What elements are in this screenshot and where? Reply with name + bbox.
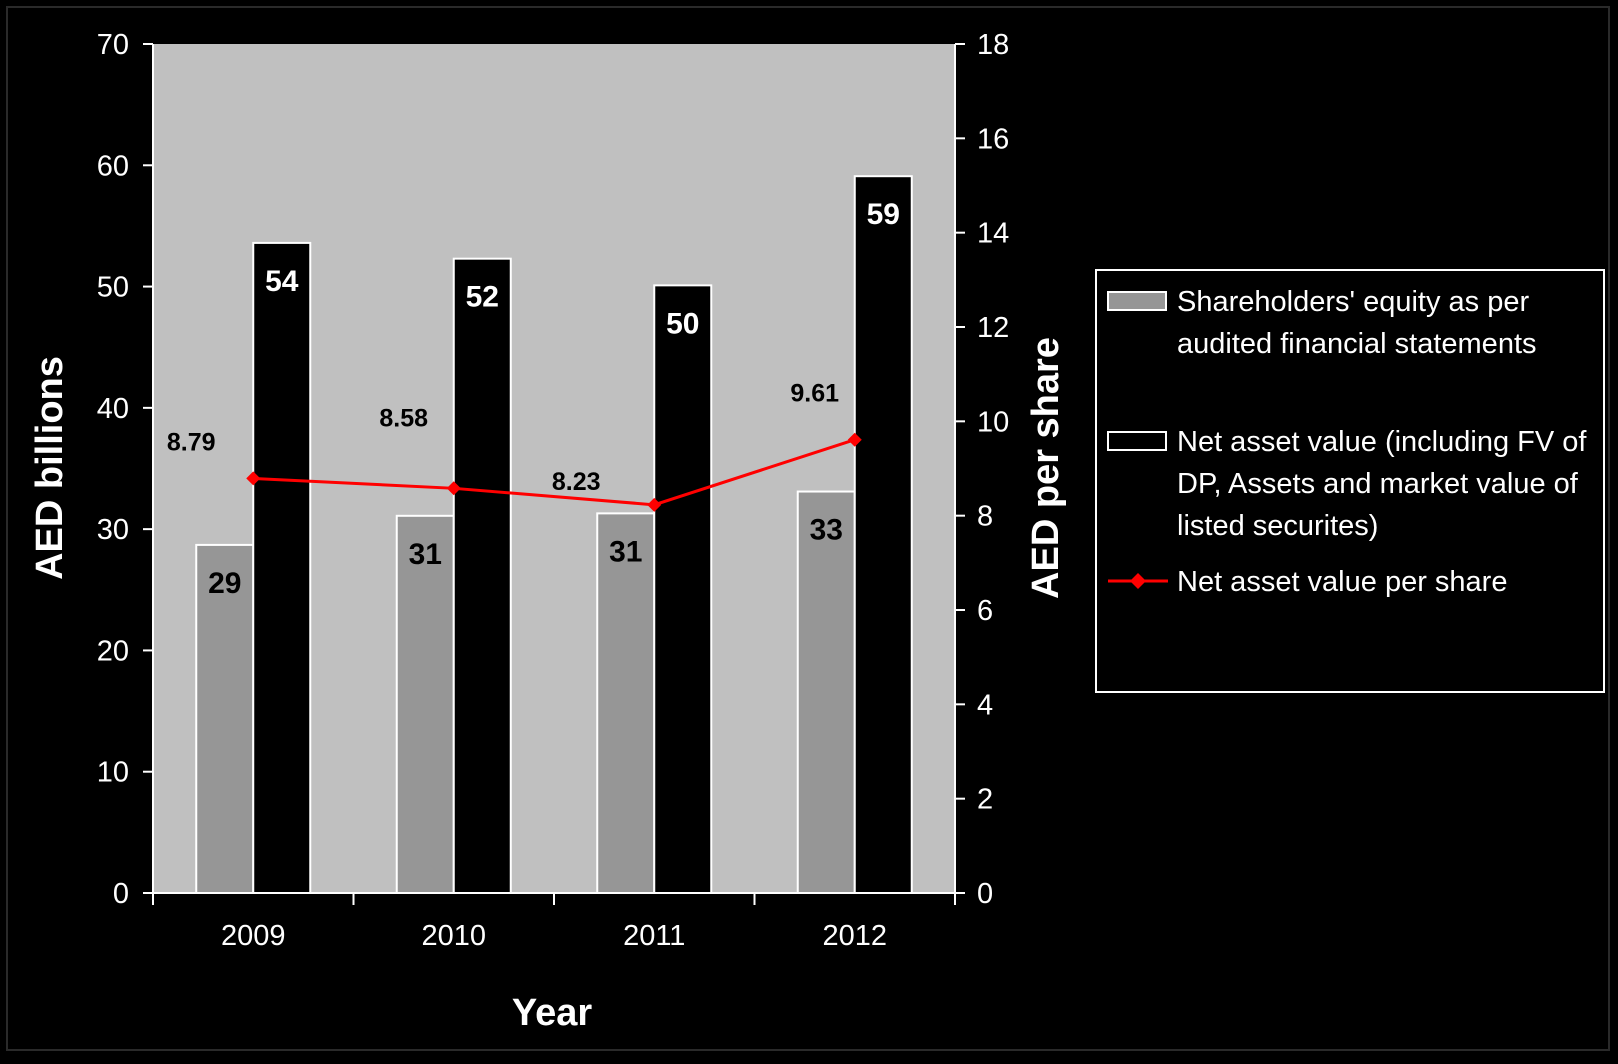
right-axis-tick-label: 14 [977, 218, 1009, 250]
legend-swatch-equity [1107, 291, 1167, 311]
left-axis-tick-label: 50 [97, 272, 129, 304]
line-data-label: 8.58 [379, 404, 428, 432]
left-axis-tick-label: 40 [97, 393, 129, 425]
bar-data-label: 31 [409, 538, 442, 571]
left-axis-title: AED billions [29, 356, 71, 580]
axes-group: 0 10 20 30 40 50 60 70 0 2 4 6 8 10 12 14 16 18 2009 2010 20… [29, 29, 1067, 1034]
right-axis-tick-label: 8 [977, 501, 993, 533]
legend-swatch-nav [1107, 431, 1167, 451]
x-axis-title: Year [512, 992, 593, 1034]
right-axis-tick-label: 18 [977, 29, 1009, 61]
legend-entry-text: Net asset value per share [1177, 566, 1507, 598]
right-axis-title: AED per share [1025, 337, 1067, 599]
chart-frame [6, 6, 1610, 1051]
line-data-label: 9.61 [790, 380, 839, 408]
x-axis-tick-label: 2011 [623, 920, 685, 952]
bar-nav-2011 [653, 284, 713, 894]
bar-equity-2010 [395, 514, 455, 895]
bar-data-label: 54 [265, 265, 299, 298]
legend-box [1095, 269, 1605, 693]
legend-entry-text: Shareholders' equity as per [1177, 286, 1529, 318]
right-axis-tick-label: 12 [977, 312, 1009, 344]
bar-data-label: 50 [666, 307, 699, 340]
left-axis-tick-label: 70 [97, 29, 129, 61]
bar-data-label: 52 [466, 281, 499, 314]
right-axis-tick-label: 0 [977, 878, 993, 910]
x-axis-tick-label: 2009 [221, 920, 286, 952]
bar-equity-2011 [596, 512, 656, 895]
bar-nav-2012 [853, 175, 913, 895]
right-axis-tick-label: 2 [977, 784, 993, 816]
right-axis-tick-label: 6 [977, 595, 993, 627]
left-axis-tick-label: 20 [97, 635, 129, 667]
nav-per-share-point-2012 [847, 432, 862, 447]
bar-data-label: 29 [208, 567, 241, 600]
left-axis-tick-label: 30 [97, 514, 129, 546]
x-axis-tick-label: 2012 [822, 920, 887, 952]
right-axis-tick-label: 4 [977, 689, 993, 721]
x-axis-tick-label: 2010 [421, 920, 486, 952]
legend-entry-text: DP, Assets and market value of [1177, 468, 1579, 500]
nav-per-share-point-2010 [446, 481, 461, 496]
left-axis-tick-label: 10 [97, 757, 129, 789]
legend-entry-text: audited financial statements [1177, 328, 1537, 360]
nav-per-share-point-2009 [246, 471, 261, 486]
line-data-label: 8.23 [552, 468, 601, 496]
legend-entry-text: Net asset value (including FV of [1177, 426, 1587, 458]
line-data-label: 8.79 [167, 428, 216, 456]
bar-data-label: 59 [867, 198, 900, 231]
nav-per-share-line [253, 438, 856, 507]
bar-data-label: 33 [810, 514, 843, 547]
bar-data-label: 31 [609, 535, 642, 568]
legend: Shareholders' equity as per audited finan… [1095, 269, 1605, 693]
right-axis-tick-label: 16 [977, 123, 1009, 155]
labels-group: 29 31 31 33 54 52 50 59 8.79 8.58 8.23 9.61 [167, 198, 900, 600]
nav-per-share-point-2011 [647, 497, 662, 512]
legend-entry-text: listed securites) [1177, 510, 1378, 542]
right-axis-tick-label: 10 [977, 406, 1009, 438]
left-axis-tick-label: 0 [113, 878, 129, 910]
bar-equity-2009 [195, 543, 255, 894]
plot-area-group [153, 44, 955, 895]
left-axis-tick-label: 60 [97, 150, 129, 182]
legend-swatch-marker [1130, 573, 1146, 589]
